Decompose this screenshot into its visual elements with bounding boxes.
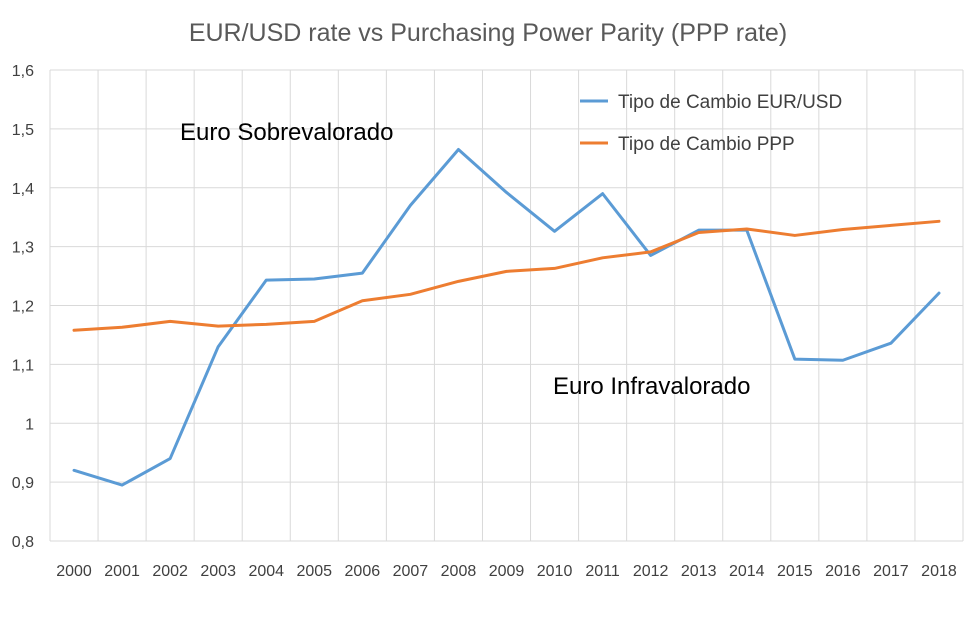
x-tick-label: 2001 [104, 563, 140, 580]
y-tick-label: 1,5 [12, 122, 34, 139]
x-tick-label: 2008 [441, 563, 477, 580]
x-tick-label: 2017 [873, 563, 909, 580]
x-tick-label: 2006 [345, 563, 381, 580]
series-line-ppp [72, 219, 941, 332]
x-tick-label: 2004 [248, 563, 284, 580]
legend: Tipo de Cambio EUR/USD Tipo de Cambio PPP [580, 92, 842, 155]
x-tick-label: 2013 [681, 563, 717, 580]
x-axis-ticks: 2000 2001 2002 2003 2004 2005 2006 2007 2008 2009… [56, 563, 957, 580]
y-tick-label: 1,2 [12, 299, 34, 316]
y-tick-label: 1,3 [12, 240, 34, 257]
y-tick-label: 1 [25, 416, 34, 433]
x-tick-label: 2007 [393, 563, 429, 580]
chart-title: EUR/USD rate vs Purchasing Power Parity … [189, 19, 787, 47]
gridlines [49, 69, 964, 542]
x-tick-label: 2000 [56, 563, 92, 580]
annotation-overvalued: Euro Sobrevalorado [180, 119, 393, 146]
x-tick-label: 2016 [825, 563, 861, 580]
x-tick-label: 2010 [537, 563, 573, 580]
annotation-undervalued: Euro Infravalorado [553, 373, 750, 400]
x-tick-label: 2011 [585, 563, 620, 580]
x-tick-label: 2018 [921, 563, 957, 580]
y-axis-ticks: 0,8 0,9 1 1,1 1,2 1,3 1,4 1,5 1,6 [12, 63, 34, 551]
y-tick-label: 1,1 [12, 357, 34, 374]
y-tick-label: 0,8 [12, 534, 34, 551]
x-tick-label: 2003 [200, 563, 236, 580]
y-tick-label: 1,6 [12, 63, 34, 80]
y-tick-label: 0,9 [12, 475, 34, 492]
x-tick-label: 2002 [152, 563, 188, 580]
x-tick-label: 2009 [489, 563, 525, 580]
x-tick-label: 2015 [777, 563, 813, 580]
series-lines [72, 147, 941, 487]
y-tick-label: 1,4 [12, 181, 34, 198]
series-line-eurusd [72, 147, 941, 487]
legend-label: Tipo de Cambio EUR/USD [618, 92, 842, 113]
x-tick-label: 2012 [633, 563, 669, 580]
x-tick-label: 2005 [296, 563, 332, 580]
legend-label: Tipo de Cambio PPP [618, 134, 795, 155]
x-tick-label: 2014 [729, 563, 765, 580]
